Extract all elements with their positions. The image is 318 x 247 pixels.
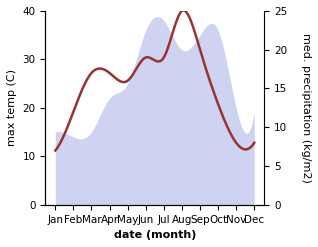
Y-axis label: max temp (C): max temp (C) bbox=[7, 69, 17, 146]
Y-axis label: med. precipitation (kg/m2): med. precipitation (kg/m2) bbox=[301, 33, 311, 183]
X-axis label: date (month): date (month) bbox=[114, 230, 196, 240]
